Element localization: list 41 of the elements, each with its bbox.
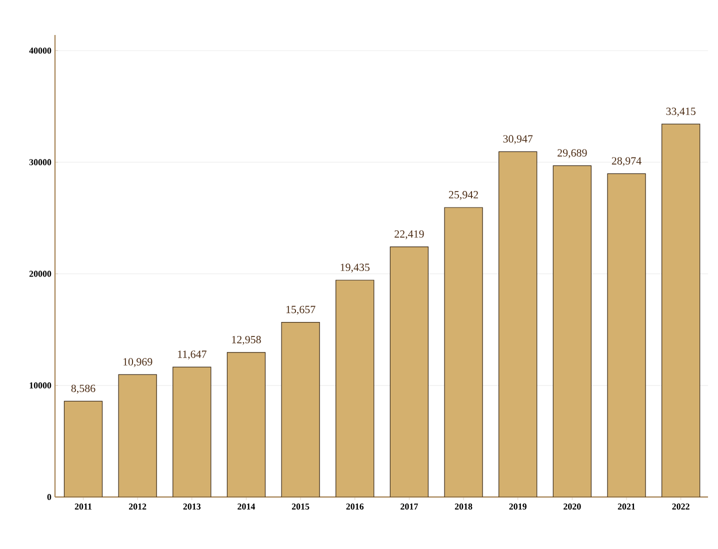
y-tick-label: 10000 (30, 382, 52, 388)
x-tick-label: 2012 (128, 504, 146, 510)
bar (552, 165, 592, 497)
x-tick-label: 2020 (564, 504, 581, 510)
data-label: 33,415 (666, 108, 696, 117)
bar (281, 322, 320, 497)
x-tick-label: 2021 (618, 504, 636, 510)
data-label: 30,947 (503, 135, 533, 144)
x-tick-label: 2011 (74, 504, 92, 510)
bar (336, 280, 374, 497)
bar (444, 207, 483, 497)
data-label: 12,958 (232, 336, 261, 345)
x-tick-label: 2018 (454, 504, 472, 510)
x-tick-label: 2015 (292, 504, 310, 510)
bar (226, 352, 266, 497)
bar (172, 366, 212, 497)
data-label: 25,942 (448, 191, 478, 200)
y-tick-label: 40000 (29, 48, 52, 54)
bar (118, 374, 157, 497)
bar (607, 173, 646, 497)
x-tick-label: 2019 (509, 504, 527, 510)
bar (64, 400, 103, 497)
x-tick-label: 2014 (238, 504, 256, 510)
data-label: 29,689 (558, 149, 587, 158)
y-tick-label: 20000 (29, 270, 52, 277)
y-tick-label: 0 (47, 494, 52, 500)
data-label: 10,969 (123, 358, 152, 368)
data-label: 19,435 (340, 264, 370, 273)
bar (498, 151, 538, 497)
x-tick-label: 2013 (183, 504, 201, 510)
bar (390, 246, 429, 497)
data-label: 11,647 (178, 350, 206, 360)
data-label: 28,974 (612, 157, 642, 166)
x-tick-label: 2022 (672, 504, 690, 510)
data-label: 8,586 (71, 384, 96, 394)
data-label: 22,419 (394, 230, 424, 240)
data-label: 15,657 (286, 306, 316, 315)
y-tick-label: 30000 (29, 159, 52, 166)
bar (662, 124, 700, 497)
x-tick-label: 2016 (346, 504, 364, 510)
x-tick-label: 2017 (400, 504, 418, 510)
